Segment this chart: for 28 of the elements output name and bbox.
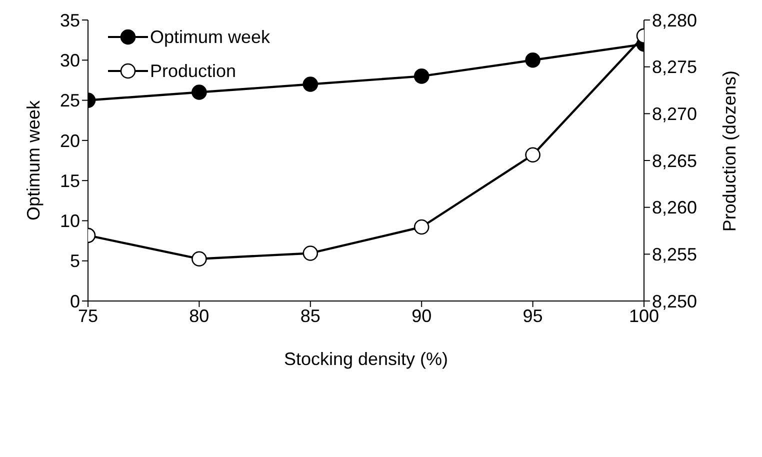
- point: [302, 76, 318, 92]
- point: [302, 246, 318, 261]
- y2-tick-label: 8,255: [652, 244, 698, 265]
- x-tick-label: 85: [300, 306, 320, 326]
- y-tick-label: 0: [70, 291, 80, 312]
- x-tick-label: 90: [412, 306, 432, 326]
- x-axis-title: Stocking density (%): [284, 349, 448, 369]
- legend-label: Optimum week: [150, 26, 270, 48]
- y-tick-label: 10: [60, 211, 80, 232]
- y2-axis-title: Production (dozens): [719, 70, 740, 232]
- y2-tick-label: 8,265: [652, 150, 698, 171]
- point: [414, 68, 430, 84]
- y-axis-title: Optimum week: [23, 99, 44, 220]
- y-tick-label: 5: [70, 251, 80, 272]
- x-tick-label: 75: [78, 306, 98, 326]
- y-tick-label: 25: [60, 90, 80, 111]
- y-tick-label: 20: [60, 130, 80, 151]
- y2-tick-label: 8,275: [652, 57, 698, 78]
- x-tick-label: 95: [522, 306, 543, 326]
- legend-label: Production: [150, 60, 236, 82]
- x-tick-label: 80: [189, 306, 210, 326]
- y2-tick-label: 8,270: [652, 104, 698, 124]
- y2-tick-label: 8,280: [652, 10, 698, 30]
- y-tick-label: 30: [60, 50, 80, 71]
- y2-tick-label: 8,260: [652, 198, 698, 218]
- y-tick-label: 15: [60, 170, 80, 191]
- y-tick-label: 35: [60, 10, 80, 30]
- point: [414, 219, 430, 235]
